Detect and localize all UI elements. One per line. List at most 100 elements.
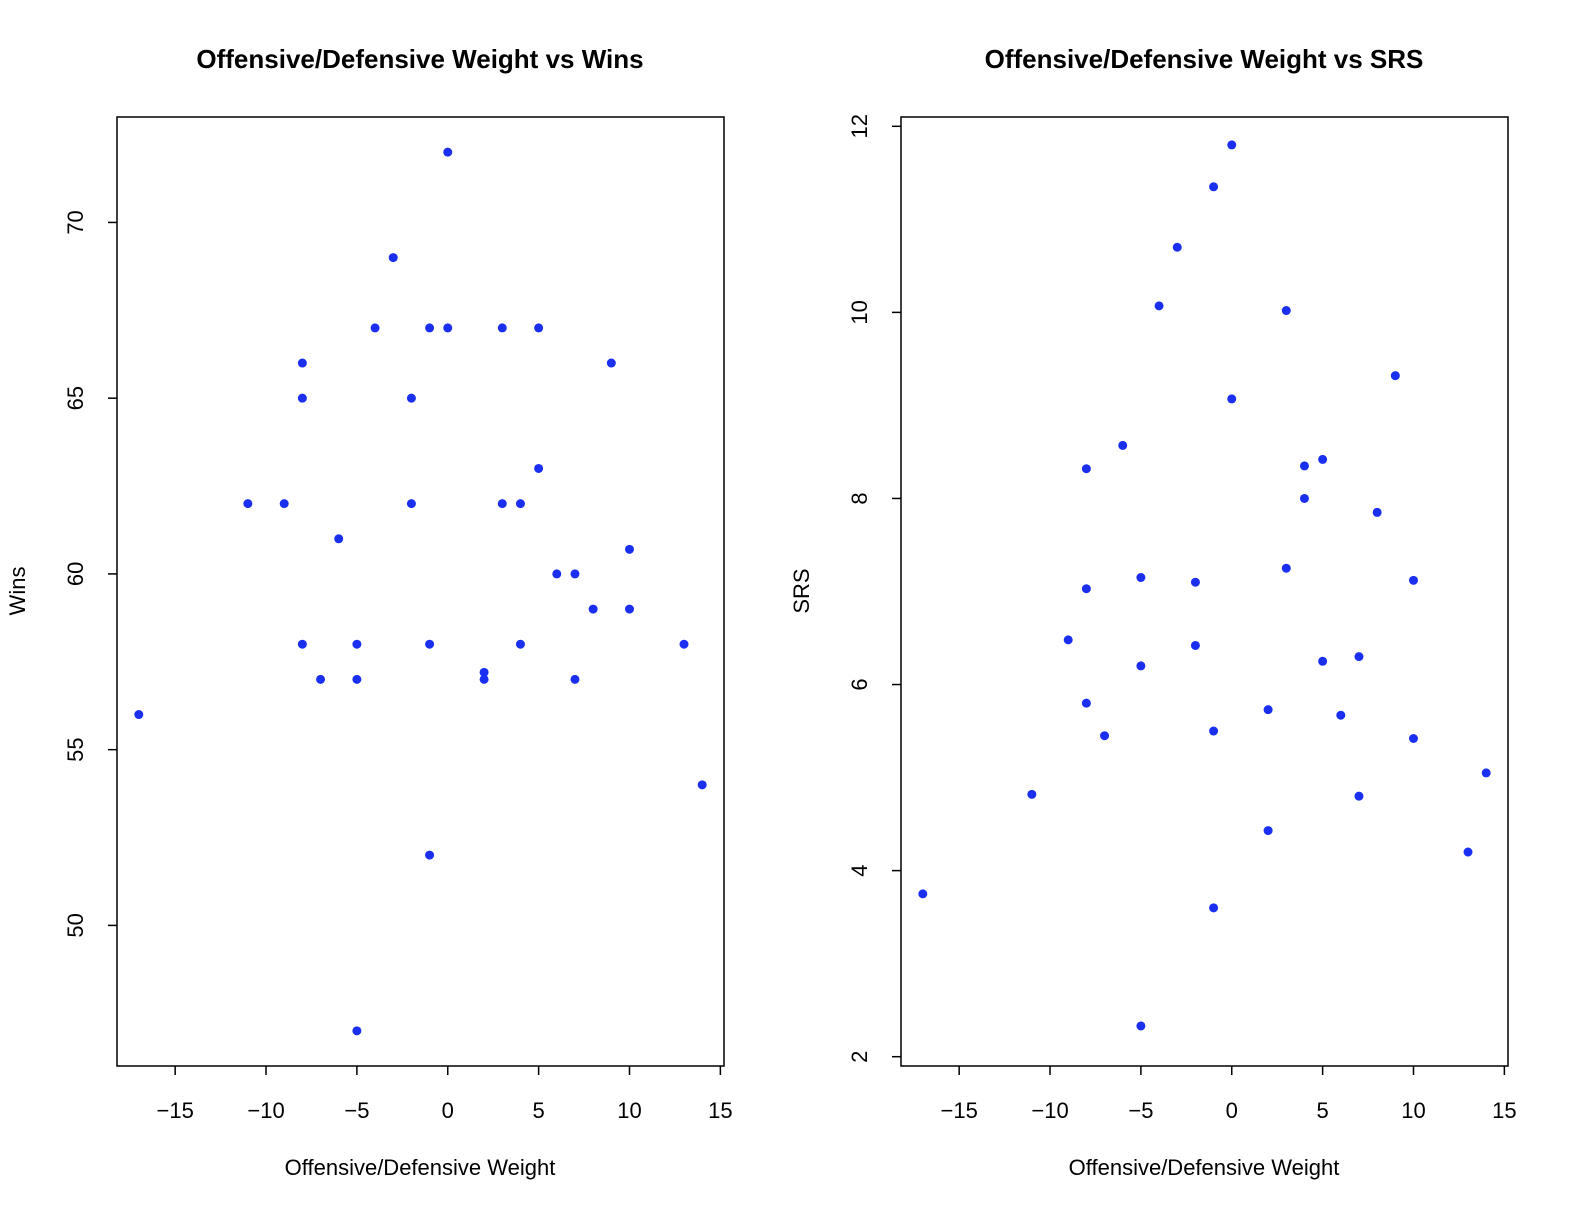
- chart-title: Offensive/Defensive Weight vs SRS: [985, 44, 1424, 74]
- chart-title: Offensive/Defensive Weight vs Wins: [196, 44, 643, 74]
- data-point: [588, 604, 598, 614]
- data-point: [1081, 698, 1091, 708]
- x-tick-label: −10: [247, 1098, 284, 1123]
- data-point: [515, 499, 525, 509]
- x-tick-label: −10: [1031, 1098, 1068, 1123]
- data-point: [1136, 573, 1146, 583]
- y-tick-label: 12: [847, 114, 872, 138]
- data-point: [425, 850, 435, 860]
- data-point: [1154, 301, 1164, 311]
- data-point: [1227, 394, 1237, 404]
- x-tick-label: 5: [533, 1098, 545, 1123]
- data-point: [497, 499, 507, 509]
- data-point: [352, 1026, 362, 1036]
- data-point: [406, 499, 416, 509]
- data-point: [1027, 789, 1037, 799]
- data-point: [1190, 577, 1200, 587]
- data-point: [443, 147, 453, 157]
- data-point: [624, 604, 634, 614]
- data-point: [352, 639, 362, 649]
- x-tick-label: 5: [1317, 1098, 1329, 1123]
- data-point: [370, 323, 380, 333]
- data-point: [1136, 661, 1146, 671]
- x-tick-label: 0: [442, 1098, 454, 1123]
- data-point: [352, 674, 362, 684]
- data-point: [1354, 791, 1364, 801]
- data-point: [1136, 1021, 1146, 1031]
- data-point: [1281, 306, 1291, 316]
- y-tick-label: 50: [63, 913, 88, 937]
- data-point: [334, 534, 344, 544]
- data-point: [243, 499, 253, 509]
- data-point: [425, 323, 435, 333]
- data-point: [1209, 182, 1219, 192]
- y-tick-label: 70: [63, 210, 88, 234]
- data-point: [570, 674, 580, 684]
- y-tick-label: 60: [63, 562, 88, 586]
- x-tick-label: 15: [1492, 1098, 1516, 1123]
- data-point: [297, 393, 307, 403]
- x-axis-label: Offensive/Defensive Weight: [285, 1155, 556, 1180]
- data-point: [279, 499, 289, 509]
- data-point: [1118, 440, 1128, 450]
- data-point: [1463, 847, 1473, 857]
- x-tick-label: −15: [156, 1098, 193, 1123]
- x-axis-label: Offensive/Defensive Weight: [1069, 1155, 1340, 1180]
- data-point: [1299, 493, 1309, 503]
- data-point: [515, 639, 525, 649]
- data-point: [443, 323, 453, 333]
- data-point: [1081, 464, 1091, 474]
- data-point: [497, 323, 507, 333]
- data-point: [297, 639, 307, 649]
- data-point: [134, 710, 144, 720]
- data-point: [679, 639, 689, 649]
- data-point: [1263, 705, 1273, 715]
- srs-scatter-panel: Offensive/Defensive Weight vs SRS −15 −10…: [789, 44, 1517, 1180]
- data-point: [1408, 575, 1418, 585]
- y-axis-label: Wins: [5, 567, 30, 616]
- y-axis-label: SRS: [789, 568, 814, 613]
- data-point: [388, 253, 398, 263]
- data-point: [534, 323, 544, 333]
- data-point: [1190, 640, 1200, 650]
- y-tick-label: 8: [847, 492, 872, 504]
- data-point: [1172, 242, 1182, 252]
- data-point: [624, 544, 634, 554]
- x-tick-label: 10: [1401, 1098, 1425, 1123]
- data-point: [1390, 371, 1400, 381]
- data-point: [1372, 507, 1382, 517]
- data-point: [1408, 734, 1418, 744]
- data-point: [316, 674, 326, 684]
- data-point: [1227, 140, 1237, 150]
- data-point: [1063, 635, 1073, 645]
- y-tick-label: 2: [847, 1051, 872, 1063]
- data-point: [534, 463, 544, 473]
- data-point: [1318, 454, 1328, 464]
- data-point: [1209, 726, 1219, 736]
- data-point: [479, 674, 489, 684]
- plot-frame: [900, 116, 1509, 1067]
- data-point: [1281, 563, 1291, 573]
- y-tick-label: 4: [847, 864, 872, 876]
- data-point: [606, 358, 616, 368]
- data-point: [1299, 461, 1309, 471]
- data-point: [918, 889, 928, 899]
- data-point: [697, 780, 707, 790]
- data-point: [1209, 903, 1219, 913]
- data-point: [570, 569, 580, 579]
- data-point: [552, 569, 562, 579]
- data-point: [297, 358, 307, 368]
- x-tick-label: 15: [708, 1098, 732, 1123]
- x-tick-label: 10: [617, 1098, 641, 1123]
- y-tick-label: 55: [63, 737, 88, 761]
- y-tick-label: 6: [847, 678, 872, 690]
- y-tick-label: 65: [63, 386, 88, 410]
- data-point: [1354, 652, 1364, 662]
- plot-frame: [116, 116, 725, 1067]
- data-point: [1081, 584, 1091, 594]
- wins-scatter-panel: Offensive/Defensive Weight vs Wins −15 −1…: [5, 44, 733, 1180]
- y-tick-label: 10: [847, 300, 872, 324]
- data-point: [406, 393, 416, 403]
- x-tick-label: −5: [1128, 1098, 1153, 1123]
